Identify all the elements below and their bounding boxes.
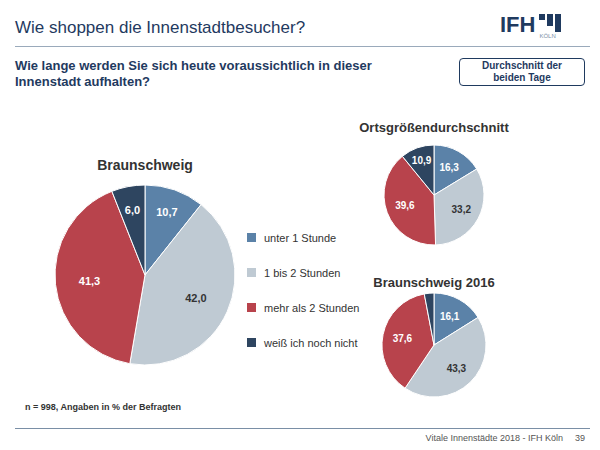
svg-text:42,0: 42,0 (185, 292, 206, 304)
html-text:Wie shoppen die Innenstadtbesu: Wie shoppen die Innenstadtbesucher? (15, 18, 306, 37)
svg-text:10,7: 10,7 (156, 206, 177, 218)
html-text:39: 39 (575, 433, 585, 443)
html-text:Braunschweig: Braunschweig (97, 157, 193, 173)
svg-text:16,3: 16,3 (439, 162, 459, 173)
svg-text:41,3: 41,3 (79, 275, 100, 287)
svg-text:6,0: 6,0 (125, 204, 140, 216)
html-text:Wie lange werden Sie sich heut: Wie lange werden Sie sich heute voraussi… (15, 58, 372, 89)
html-text:1 bis 2 Stunden: 1 bis 2 Stunden (264, 266, 341, 279)
html-text:Durchschnitt der beiden Tage: Durchschnitt der beiden Tage (482, 60, 562, 83)
svg-text:43,3: 43,3 (447, 363, 467, 374)
svg-text:39,6: 39,6 (395, 200, 415, 211)
html-text:KÖLN: KÖLN (539, 33, 556, 39)
html-text:mehr als 2 Stunden: mehr als 2 Stunden (264, 301, 360, 314)
svg-text:16,1: 16,1 (440, 311, 460, 322)
svg-text:37,6: 37,6 (393, 333, 413, 344)
html-text:IFH: IFH (500, 12, 536, 37)
html-text:unter 1 Stunde: unter 1 Stunde (264, 231, 337, 244)
svg-text:10,9: 10,9 (412, 155, 432, 166)
html-text:n = 998, Angaben in % der Befr: n = 998, Angaben in % der Befragten (25, 402, 181, 412)
svg-text:33,2: 33,2 (452, 204, 472, 215)
html-text:Ortsgrößendurchschnitt: Ortsgrößendurchschnitt (359, 120, 509, 135)
html-text:weiß ich noch nicht: weiß ich noch nicht (264, 336, 358, 349)
html-text:Braunschweig 2016: Braunschweig 2016 (373, 275, 495, 290)
html-text:Vitale Innenstädte 2018 - IFH: Vitale Innenstädte 2018 - IFH Köln (425, 433, 563, 443)
